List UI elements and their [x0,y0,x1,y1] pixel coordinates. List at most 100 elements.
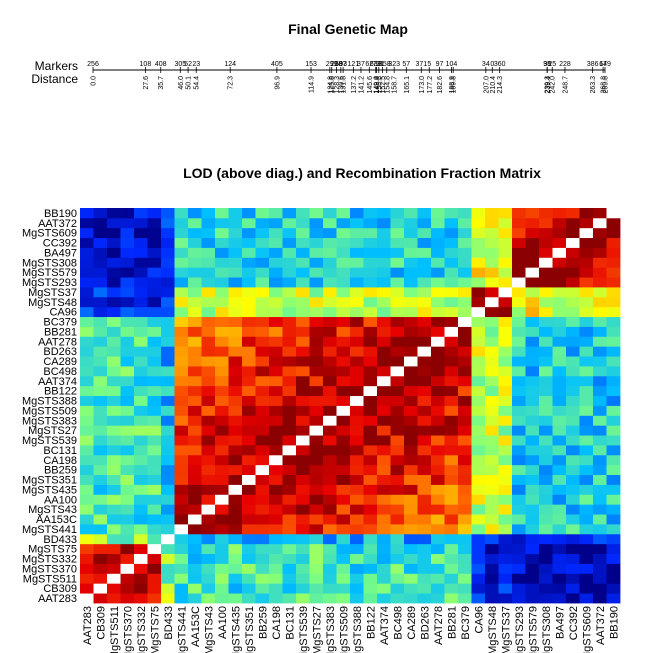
heatmap-cell [228,445,243,456]
heatmap-cell [404,346,418,357]
heatmap-cell [80,267,94,278]
heatmap-cell [201,217,216,229]
heatmap-cell [282,405,297,416]
heatmap-cell [350,336,364,347]
heatmap-cell [269,366,283,377]
heatmap-cell [471,287,486,298]
heatmap-cell [593,247,607,258]
heatmap-cell [606,277,621,288]
heatmap-cell [201,395,216,406]
heatmap-cell [471,237,486,248]
heatmap-cell [323,454,337,466]
heatmap-cell [431,464,445,476]
heatmap-cell [147,385,162,397]
heatmap-cell [269,563,283,574]
heatmap-cell [336,287,351,298]
heatmap-y-label: CA289 [43,356,77,368]
heatmap-cell [147,356,162,367]
heatmap-cell [215,336,229,347]
heatmap-x-label: BC498 [392,606,404,640]
heatmap-cell [242,514,256,525]
heatmap-cell [498,573,513,584]
heatmap-cell [255,287,270,298]
heatmap-cell [485,227,499,239]
heatmap-cell [539,415,553,426]
heatmap-cell [498,237,513,248]
heatmap-cell [485,464,499,476]
heatmap-cell [336,593,351,604]
heatmap-cell [228,208,243,219]
heatmap-cell [336,247,351,258]
heatmap-cell [242,435,256,446]
heatmap-cell [363,395,378,406]
heatmap-cell [539,346,553,357]
heatmap-cell [80,405,94,416]
heatmap-cell [228,227,243,239]
heatmap-cell [485,445,499,456]
heatmap-cell [174,257,189,268]
map-distance-label: 263.3 [590,76,597,94]
heatmap-cell [147,474,162,485]
heatmap-cell [566,356,580,367]
heatmap-cell [282,543,297,555]
heatmap-cell [242,316,256,327]
heatmap-cell [539,563,553,574]
heatmap-cell [539,405,553,416]
heatmap-cell [134,435,148,446]
heatmap-cell [404,563,418,574]
heatmap-x-label: MgSTS388 [352,606,364,653]
heatmap-x-label: MgSTS308 [541,606,553,653]
heatmap-cell [134,296,148,308]
heatmap-cell [390,395,405,406]
heatmap-cell [552,356,567,367]
heatmap-cell [296,385,310,397]
heatmap-cell [552,415,567,426]
heatmap-cell [363,346,378,357]
heatmap-cell [282,504,297,515]
heatmap-cell [242,553,256,564]
heatmap-cell [444,563,459,574]
heatmap-cell [188,336,202,347]
heatmap-cell [579,435,594,446]
heatmap-cell [377,366,391,377]
heatmap-cell [566,415,580,426]
heatmap-cell [566,454,580,466]
heatmap-cell [390,553,405,564]
heatmap-cell [134,484,148,495]
heatmap-cell [80,484,94,495]
heatmap-x-label: MgSTS370 [122,606,134,653]
heatmap-cell [201,583,216,594]
heatmap-cell [255,445,270,456]
heatmap-cell [134,425,148,436]
heatmap-cell [390,563,405,574]
heatmap-cell [458,445,472,456]
heatmap-cell [512,435,526,446]
heatmap-cell [282,346,297,357]
heatmap-cell [579,533,594,545]
heatmap-cell [566,306,580,318]
heatmap-y-label: AAT278 [38,336,77,348]
heatmap-cell [593,494,607,505]
heatmap-cell [282,494,297,505]
heatmap-cell [458,306,472,318]
heatmap-cell [134,543,148,555]
heatmap-cell [431,435,445,446]
heatmap-cell [93,356,108,367]
heatmap-cell [309,366,324,377]
map-distance-label: 182.6 [437,76,444,94]
heatmap-cell [255,454,270,466]
heatmap-cell [579,257,594,268]
heatmap-cell [80,257,94,268]
heatmap-x-label: BC131 [284,606,296,640]
heatmap-cell [350,356,364,367]
heatmap-cell [323,356,337,367]
heatmap-cell [417,217,432,229]
heatmap-cell [579,336,594,347]
heatmap-cell [593,366,607,377]
heatmap-cell [404,267,418,278]
heatmap-cell [390,287,405,298]
heatmap-cell [174,533,189,545]
heatmap-cell [498,277,513,288]
heatmap-cell [93,257,108,268]
map-marker-id: 405 [271,61,283,68]
